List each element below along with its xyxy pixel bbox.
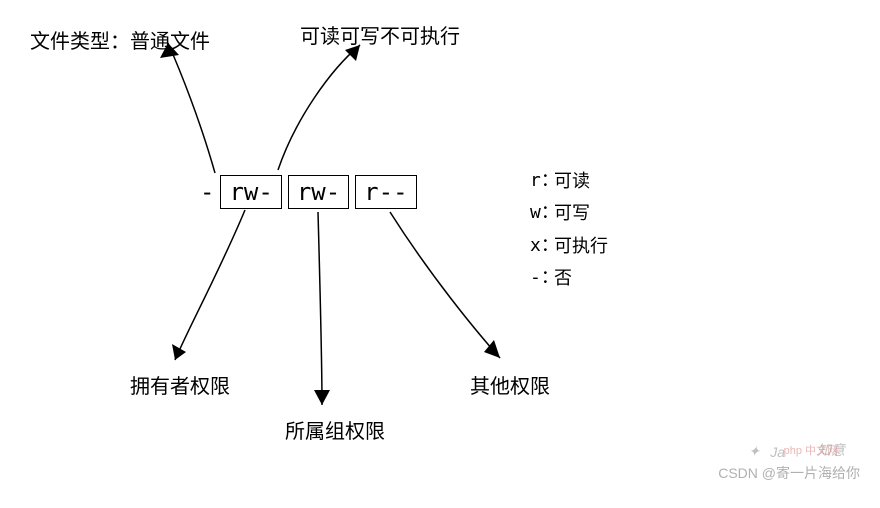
watermark-csdn: CSDN @寄一片海给你 bbox=[718, 463, 860, 483]
watermark-php: php 中文网 bbox=[784, 442, 838, 458]
perm-box-owner: rw- bbox=[220, 175, 281, 209]
perm-filetype-dash: - bbox=[200, 178, 220, 206]
legend-val-w: 可写 bbox=[554, 197, 590, 229]
legend-key-dash: -： bbox=[530, 262, 554, 294]
label-group: 所属组权限 bbox=[285, 415, 385, 444]
legend-row-x: x： 可执行 bbox=[530, 230, 608, 262]
label-other: 其他权限 bbox=[470, 370, 550, 399]
perm-box-other: r-- bbox=[355, 175, 416, 209]
legend-row-r: r： 可读 bbox=[530, 165, 608, 197]
label-rwx-desc: 可读可写不可执行 bbox=[300, 20, 460, 49]
legend-val-x: 可执行 bbox=[554, 230, 608, 262]
arrows-layer bbox=[0, 0, 880, 508]
watermark-wechat-icon: ✦ bbox=[748, 443, 760, 460]
legend-key-w: w： bbox=[530, 197, 554, 229]
diagram-stage: 文件类型：普通文件 可读可写不可执行 - rw- rw- r-- r： 可读 w… bbox=[0, 0, 880, 508]
label-file-type: 文件类型：普通文件 bbox=[30, 25, 210, 54]
legend-key-r: r： bbox=[530, 165, 554, 197]
legend-key-x: x： bbox=[530, 230, 554, 262]
legend: r： 可读 w： 可写 x： 可执行 -： 否 bbox=[530, 165, 608, 295]
legend-val-dash: 否 bbox=[554, 262, 572, 294]
legend-val-r: 可读 bbox=[554, 165, 590, 197]
label-owner: 拥有者权限 bbox=[130, 370, 230, 399]
permission-string: - rw- rw- r-- bbox=[200, 175, 423, 209]
legend-row-dash: -： 否 bbox=[530, 262, 608, 294]
legend-row-w: w： 可写 bbox=[530, 197, 608, 229]
perm-box-group: rw- bbox=[288, 175, 349, 209]
